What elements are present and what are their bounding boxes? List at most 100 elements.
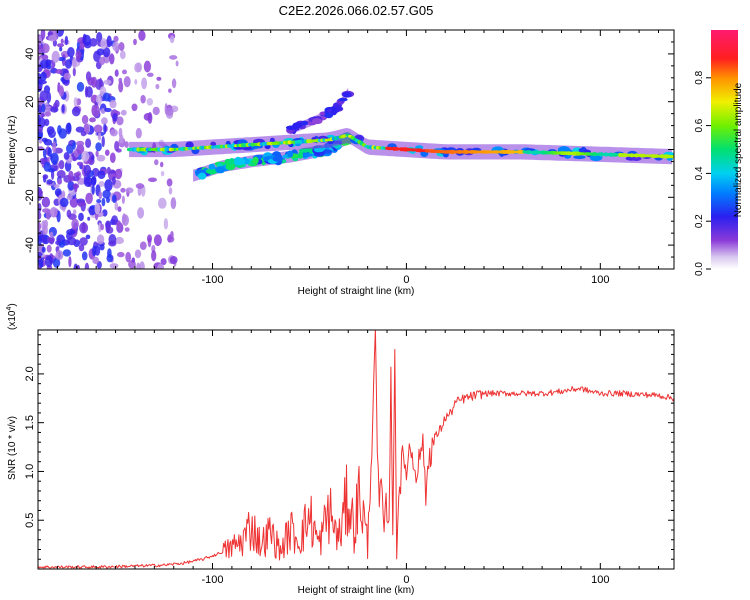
noise-blob [122, 69, 127, 75]
noise-blob [38, 79, 47, 85]
y-tick-label: 20 [24, 96, 36, 108]
y-tick-label: 40 [24, 48, 36, 60]
y-tick-label: 0 [24, 146, 36, 152]
noise-blob [120, 187, 126, 193]
noise-blob [110, 129, 118, 137]
main-line-blob [578, 148, 586, 153]
noise-blob [148, 177, 157, 183]
noise-blob [117, 251, 125, 258]
noise-blob [85, 138, 92, 149]
noise-blob [135, 183, 145, 189]
colorbar-label: Normalized spectral amplitude [733, 82, 744, 217]
lower-branch-blob [232, 157, 246, 166]
noise-blob [92, 105, 101, 117]
noise-blob [61, 104, 65, 113]
noise-blob [66, 194, 73, 201]
noise-blob [76, 81, 85, 92]
noise-blob [109, 263, 119, 269]
colorbar-ticks: 0.0 0.2 0.4 0.6 0.8 [694, 70, 711, 276]
noise-blob [100, 38, 108, 50]
noise-blob [38, 117, 46, 128]
noise-blob [81, 114, 89, 125]
noise-blob [46, 179, 53, 185]
noise-blob [38, 34, 42, 46]
noise-blob [58, 85, 64, 97]
noise-blob [73, 172, 81, 177]
noise-blob [87, 216, 91, 221]
noise-blob [41, 43, 50, 54]
noise-blob [106, 196, 110, 203]
noise-blob [72, 67, 76, 77]
noise-blob [109, 53, 115, 65]
noise-blob [95, 150, 99, 157]
rising-harmonic-blob [301, 120, 309, 126]
noise-blob [122, 213, 127, 224]
noise-blob [163, 218, 169, 230]
noise-blob [58, 128, 67, 139]
noise-blob [143, 60, 151, 73]
noise-blob [50, 106, 59, 113]
noise-blob [158, 197, 167, 209]
noise-blob [103, 79, 112, 85]
noise-blob [124, 227, 130, 232]
noise-blob [39, 138, 42, 144]
noise-blob [114, 69, 119, 77]
noise-blob [168, 88, 172, 93]
colorbar-tick-label: 0.0 [694, 262, 705, 276]
noise-blob [124, 141, 129, 149]
noise-blob [79, 222, 89, 234]
noise-blob [73, 209, 77, 215]
noise-blob [56, 210, 61, 223]
noise-blob [44, 111, 52, 117]
noise-blob [89, 117, 96, 123]
snr-frame [37, 329, 675, 570]
noise-blob [72, 156, 77, 162]
noise-blob [64, 35, 69, 46]
noise-blob [81, 251, 88, 261]
noise-blob [76, 161, 84, 166]
noise-blob [55, 69, 63, 74]
noise-blob [112, 41, 120, 52]
noise-blob [108, 240, 117, 247]
colorbar-tick-label: 0.6 [694, 118, 705, 132]
noise-blob [54, 147, 63, 154]
noise-blob [81, 150, 90, 162]
main-line-blob [269, 137, 275, 143]
noise-blob [71, 106, 81, 117]
colorbar-tick-label: 0.2 [694, 214, 705, 228]
lower-branch-blob [205, 168, 218, 175]
rising-harmonic-blob [292, 122, 303, 129]
noise-blob [38, 43, 43, 55]
noise-blob [72, 183, 80, 189]
noise-blob [51, 50, 60, 63]
noise-blob [112, 176, 116, 186]
noise-blob [154, 159, 159, 166]
noise-blob [175, 60, 179, 67]
noise-blob [45, 209, 51, 220]
noise-blob [77, 202, 87, 207]
noise-blob [152, 106, 160, 116]
noise-blob [43, 219, 49, 229]
y-tick-label: -20 [24, 189, 36, 205]
noise-blob [91, 76, 98, 88]
noise-blob [147, 112, 153, 124]
spectrogram-y-axis-label: Frequency (Hz) [7, 116, 18, 185]
noise-blob [79, 237, 88, 246]
noise-blob [99, 56, 106, 66]
lower-branch-blob [208, 163, 216, 170]
noise-blob [49, 207, 58, 218]
noise-blob [99, 244, 105, 251]
noise-blob [141, 77, 148, 90]
snr-panel: -100 0 100 0.5 1.0 1.5 2.0 Height of straight … [6, 303, 675, 596]
noise-blob [157, 263, 165, 269]
noise-blob [155, 83, 160, 90]
noise-blob [46, 126, 55, 135]
noise-blob [166, 178, 173, 187]
noise-blob [118, 127, 123, 138]
noise-blob [50, 152, 59, 164]
noise-blob [59, 197, 69, 208]
noise-blob [63, 72, 71, 81]
noise-blob [48, 34, 57, 42]
noise-blob [67, 236, 77, 246]
noise-blob [169, 35, 175, 44]
